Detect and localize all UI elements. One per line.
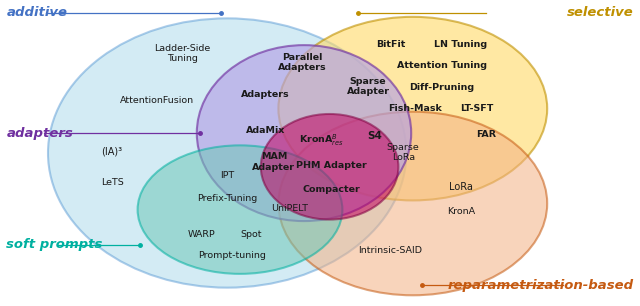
Text: Sparse
LoRa: Sparse LoRa <box>387 143 420 162</box>
Text: AdaMix: AdaMix <box>246 125 285 135</box>
Text: BitFit: BitFit <box>376 40 405 49</box>
Text: reparametrization-based: reparametrization-based <box>447 279 634 292</box>
Text: additive: additive <box>6 6 67 19</box>
Ellipse shape <box>138 145 342 274</box>
Text: Ladder-Side
Tuning: Ladder-Side Tuning <box>154 44 211 63</box>
Text: Compacter: Compacter <box>303 185 360 194</box>
Text: KronA$^B_{res}$: KronA$^B_{res}$ <box>300 133 344 148</box>
Text: adapters: adapters <box>6 127 73 140</box>
Text: Adapters: Adapters <box>241 90 290 99</box>
Text: S4: S4 <box>367 131 382 140</box>
Text: Parallel
Adapters: Parallel Adapters <box>278 53 326 73</box>
Text: Intrinsic-SAID: Intrinsic-SAID <box>358 246 422 256</box>
Text: Sparse
Adapter: Sparse Adapter <box>346 76 390 96</box>
Text: Prefix-Tuning: Prefix-Tuning <box>197 194 257 203</box>
Text: IPT: IPT <box>220 170 234 180</box>
Text: AttentionFusion: AttentionFusion <box>120 96 194 106</box>
Ellipse shape <box>261 114 398 220</box>
Ellipse shape <box>278 112 547 295</box>
Text: PHM Adapter: PHM Adapter <box>296 161 367 170</box>
Text: WARP: WARP <box>188 230 216 239</box>
Text: LoRa: LoRa <box>449 182 473 192</box>
Text: soft prompts: soft prompts <box>6 238 103 251</box>
Ellipse shape <box>278 17 547 200</box>
Text: Spot: Spot <box>240 230 262 239</box>
Text: KronA: KronA <box>447 207 475 216</box>
Text: LeTS: LeTS <box>100 177 124 187</box>
Text: Fish-Mask: Fish-Mask <box>388 104 442 113</box>
Text: Attention Tuning: Attention Tuning <box>397 61 486 70</box>
Text: Diff-Pruning: Diff-Pruning <box>409 83 474 92</box>
Text: LN Tuning: LN Tuning <box>434 40 488 49</box>
Text: LT-SFT: LT-SFT <box>460 104 493 113</box>
Text: Prompt-tuning: Prompt-tuning <box>198 251 266 260</box>
Text: (IA)³: (IA)³ <box>101 147 123 156</box>
Ellipse shape <box>48 18 406 288</box>
Text: MAM
Adapter: MAM Adapter <box>252 152 296 172</box>
Text: FAR: FAR <box>476 130 497 139</box>
Text: UniPELT: UniPELT <box>271 203 308 213</box>
Ellipse shape <box>197 45 412 221</box>
Text: selective: selective <box>567 6 634 19</box>
